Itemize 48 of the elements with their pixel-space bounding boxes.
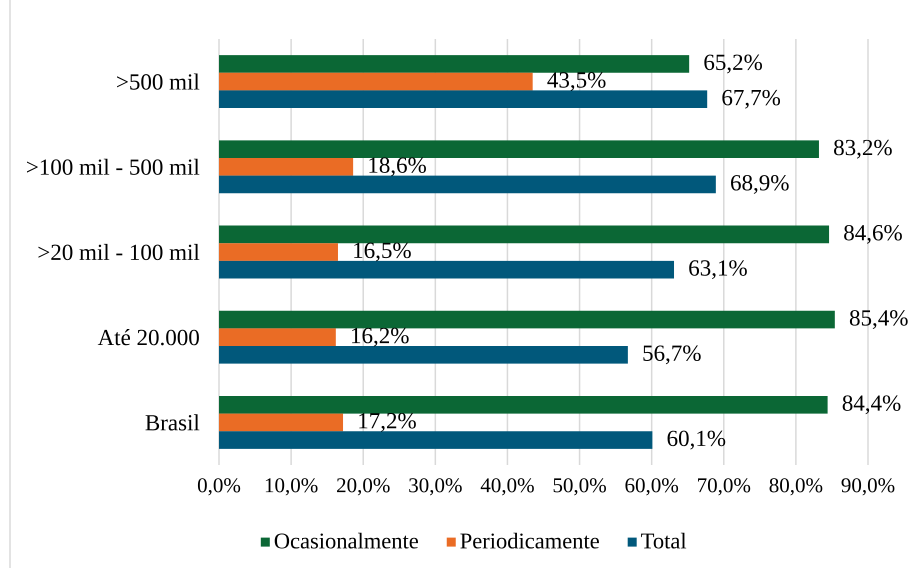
y-tick-label: >20 mil - 100 mil <box>38 244 200 260</box>
legend-label: Periodicamente <box>460 532 599 549</box>
bar <box>219 226 830 244</box>
data-label: 67,7% <box>722 90 780 109</box>
data-label: 84,6% <box>844 224 902 244</box>
data-label: 18,6% <box>369 157 426 176</box>
data-label: 85,4% <box>850 310 908 329</box>
bar <box>219 72 533 90</box>
x-tick-label: 90,0% <box>842 478 894 496</box>
data-label: 16,2% <box>352 328 409 347</box>
data-label: 43,5% <box>547 72 606 92</box>
x-tick-label: 10,0% <box>266 478 318 496</box>
y-tick-label: >500 mil <box>117 74 200 90</box>
x-tick-label: 40,0% <box>480 478 534 496</box>
legend-label: Total <box>641 532 686 549</box>
data-label: 68,9% <box>731 175 789 194</box>
bar <box>219 396 828 414</box>
x-tick-label: 30,0% <box>409 478 462 496</box>
bar <box>219 176 716 194</box>
bar <box>219 158 354 176</box>
data-label: 83,2% <box>834 140 892 159</box>
y-tick-label: Até 20.000 <box>98 329 199 346</box>
bar <box>219 140 819 158</box>
bar <box>219 328 336 346</box>
bar <box>219 346 628 364</box>
bar <box>219 55 690 73</box>
x-tick-label: 0,0% <box>198 478 240 496</box>
bar <box>219 243 338 261</box>
data-label: 17,2% <box>359 412 416 432</box>
bar <box>219 431 652 449</box>
x-tick-label: 70,0% <box>698 478 750 496</box>
x-tick-label: 50,0% <box>554 478 606 496</box>
data-label: 65,2% <box>704 54 762 74</box>
bar <box>219 90 708 108</box>
data-label: 63,1% <box>689 260 747 280</box>
data-label: 60,1% <box>668 430 726 450</box>
x-tick-label: 60,0% <box>625 478 678 496</box>
legend-label: Ocasionalmente <box>274 532 418 549</box>
x-tick-label: 80,0% <box>770 478 822 496</box>
bar <box>219 414 344 432</box>
x-tick-label: 20,0% <box>337 478 390 496</box>
y-tick-label: >100 mil - 500 mil <box>26 158 200 175</box>
y-tick-label: Brasil <box>146 414 200 430</box>
data-label: 84,4% <box>842 395 900 414</box>
bar <box>219 310 835 328</box>
data-label: 56,7% <box>643 345 701 364</box>
bar <box>219 260 674 278</box>
data-label: 16,5% <box>354 242 411 262</box>
